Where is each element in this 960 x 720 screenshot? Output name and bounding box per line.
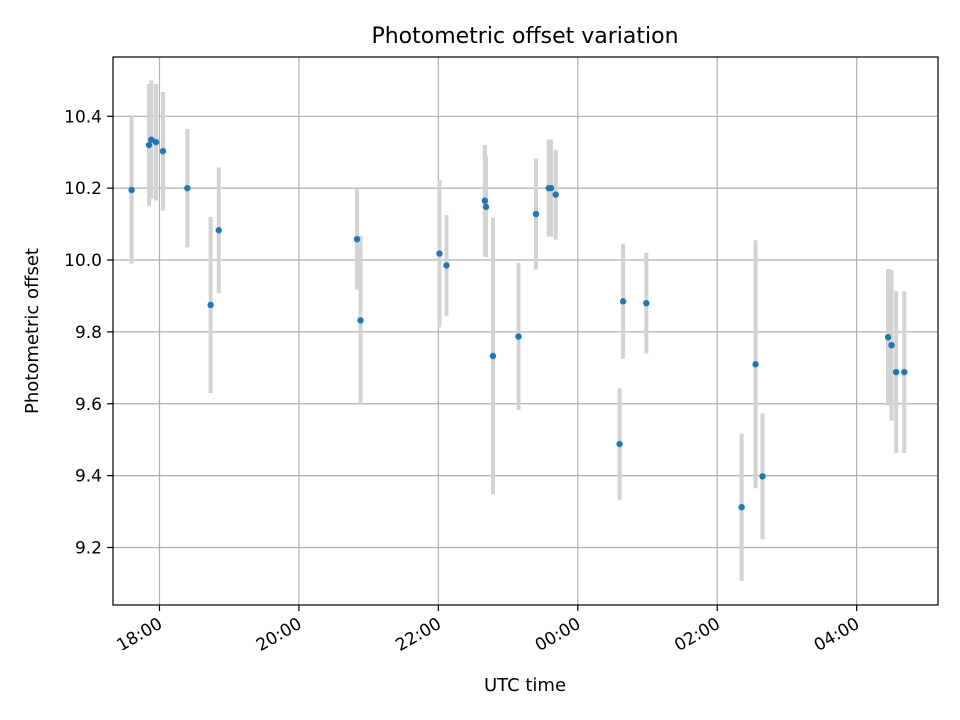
data-point — [616, 440, 623, 448]
grid — [113, 57, 938, 605]
data-point — [481, 197, 489, 204]
y-axis-ticks: 9.2 9.4 9.6 9.8 10.0 10.2 10.4 — [64, 107, 113, 559]
axes-frame — [112, 56, 939, 606]
data-point — [759, 473, 766, 480]
data-point — [643, 299, 650, 307]
data-point — [443, 262, 450, 269]
data-point — [436, 250, 443, 257]
data-point — [888, 341, 895, 349]
data-point — [207, 301, 214, 309]
data-point — [901, 368, 908, 376]
y-tick-label: 10.2 — [64, 179, 102, 199]
y-tick-label: 9.4 — [75, 467, 102, 487]
data-point — [752, 361, 759, 368]
y-axis-label: Photometric offset — [22, 248, 43, 414]
data-point — [892, 368, 900, 376]
data-point — [547, 184, 555, 192]
data-point — [532, 210, 540, 218]
data-point — [482, 203, 490, 211]
data-point — [357, 317, 364, 324]
data-point — [353, 235, 361, 243]
data-point — [159, 147, 167, 155]
data-point — [184, 184, 191, 192]
data-point — [128, 186, 135, 194]
y-tick-label: 9.8 — [75, 323, 102, 343]
y-tick-label: 9.2 — [75, 539, 102, 559]
data-point — [884, 334, 892, 341]
data-point — [552, 191, 559, 198]
y-tick-label: 10.0 — [64, 251, 102, 271]
data-point — [738, 504, 745, 511]
data-point — [489, 352, 497, 360]
data-point — [152, 138, 160, 146]
data-point — [619, 298, 627, 305]
data-points — [128, 136, 908, 511]
data-point — [145, 141, 153, 149]
data-point — [515, 333, 522, 340]
x-axis-label: UTC time — [484, 675, 566, 696]
data-point — [215, 227, 222, 234]
y-tick-label: 10.4 — [64, 107, 102, 127]
y-tick-label: 9.6 — [75, 395, 102, 415]
chart-title: Photometric offset variation — [371, 24, 678, 49]
